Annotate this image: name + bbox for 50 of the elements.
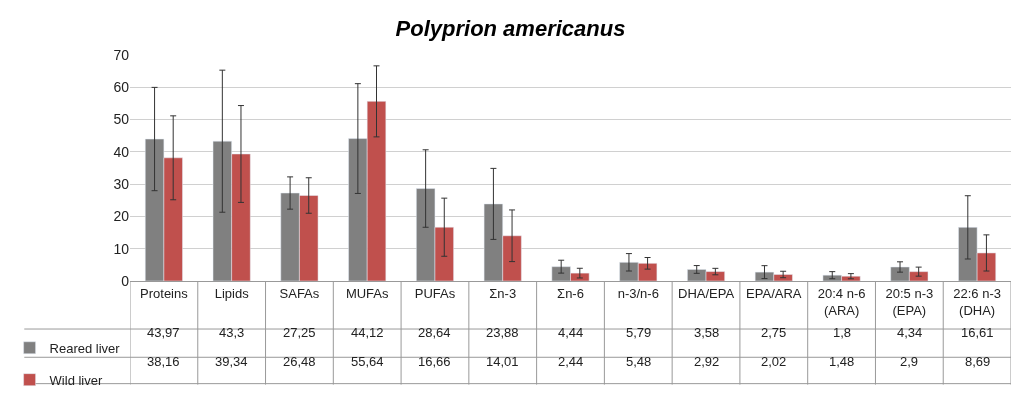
x-tick-label: SAFAs bbox=[279, 285, 320, 301]
data-label: 2,02 bbox=[761, 354, 787, 369]
x-tick-label: Σn-3 bbox=[489, 285, 517, 301]
x-tick-label: Lipids bbox=[214, 285, 250, 301]
data-label: 5,48 bbox=[626, 354, 652, 369]
x-tick-label: 20:5 n-3 (EPA) bbox=[885, 285, 934, 318]
chart-title: Polyprion americanus bbox=[395, 15, 626, 41]
data-label: 16,66 bbox=[418, 354, 451, 369]
y-tick-label: 10 bbox=[113, 240, 130, 257]
data-label: 5,79 bbox=[626, 325, 652, 340]
y-tick-label: 60 bbox=[113, 79, 130, 96]
data-label: 2,44 bbox=[558, 354, 584, 369]
x-tick-label: 20:4 n-6 (ARA) bbox=[817, 285, 866, 318]
y-tick-label: 0 bbox=[121, 272, 130, 289]
x-tick-label: Σn-6 bbox=[557, 285, 584, 301]
data-label: 28,64 bbox=[418, 325, 451, 340]
data-label: 2,9 bbox=[900, 354, 919, 369]
data-label: 2,75 bbox=[761, 325, 787, 340]
data-label: 1,8 bbox=[833, 325, 852, 340]
data-label: 2,92 bbox=[694, 354, 720, 369]
data-label: 14,01 bbox=[486, 354, 519, 369]
data-label: 43,3 bbox=[219, 325, 245, 340]
y-tick-label: 40 bbox=[113, 143, 130, 160]
x-tick-label: MUFAs bbox=[345, 285, 389, 301]
x-tick-label: 22:6 n-3 (DHA) bbox=[953, 285, 1001, 318]
data-label: 26,48 bbox=[283, 354, 316, 369]
y-tick-label: 50 bbox=[113, 111, 130, 128]
legend-label: Reared liver bbox=[49, 340, 121, 356]
data-label: 39,34 bbox=[215, 354, 248, 369]
x-tick-label: n-3/n-6 bbox=[617, 285, 659, 301]
data-label: 23,88 bbox=[486, 325, 519, 340]
data-label: 55,64 bbox=[351, 354, 384, 369]
y-tick-label: 30 bbox=[113, 176, 130, 193]
y-tick-label: 70 bbox=[113, 46, 130, 63]
data-label: 38,16 bbox=[147, 354, 180, 369]
data-label: 8,69 bbox=[965, 354, 991, 369]
data-label: 43,97 bbox=[147, 325, 180, 340]
data-label: 16,61 bbox=[961, 325, 994, 340]
x-tick-label: PUFAs bbox=[414, 285, 456, 301]
data-label: 1,48 bbox=[829, 354, 855, 369]
legend-label: Wild liver bbox=[49, 372, 103, 388]
x-tick-label: DHA/EPA bbox=[677, 285, 735, 301]
data-label: 44,12 bbox=[351, 325, 384, 340]
y-tick-label: 20 bbox=[113, 208, 130, 225]
data-label: 3,58 bbox=[694, 325, 720, 340]
data-label: 4,34 bbox=[897, 325, 923, 340]
x-tick-label: Proteins bbox=[140, 285, 189, 301]
data-label: 4,44 bbox=[558, 325, 584, 340]
data-label: 27,25 bbox=[283, 325, 316, 340]
x-tick-label: EPA/ARA bbox=[746, 285, 802, 301]
